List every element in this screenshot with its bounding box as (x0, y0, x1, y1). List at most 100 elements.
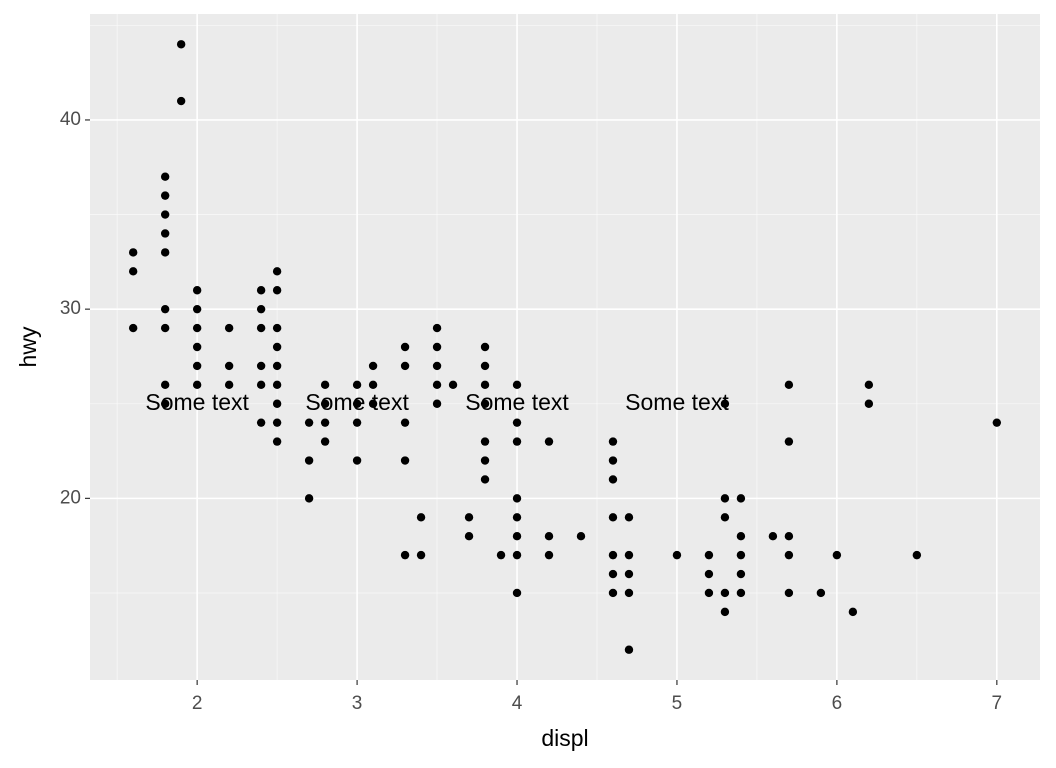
point (352, 418, 362, 427)
point (784, 380, 794, 390)
y-tick-label: 30 (60, 298, 81, 319)
point (160, 380, 170, 390)
point (256, 418, 266, 427)
point (128, 267, 138, 276)
point (432, 361, 442, 371)
y-tick-label: 20 (60, 487, 81, 508)
point (480, 380, 490, 390)
point (160, 191, 170, 200)
point (272, 399, 282, 408)
point (128, 248, 138, 257)
point (480, 399, 490, 408)
point (272, 323, 282, 333)
point (736, 569, 746, 579)
point (432, 380, 442, 390)
point (608, 550, 618, 560)
point (512, 418, 522, 427)
point (432, 323, 442, 333)
point (624, 645, 634, 654)
point (784, 588, 794, 598)
point (992, 418, 1002, 427)
point (608, 513, 618, 522)
point (608, 437, 618, 446)
x-tick-label: 3 (352, 693, 363, 714)
point (512, 494, 522, 503)
point (400, 550, 410, 560)
point (496, 550, 506, 560)
point (192, 342, 202, 352)
point (448, 380, 458, 390)
point (320, 418, 330, 427)
point (352, 399, 362, 408)
annotation: Some text (145, 389, 249, 415)
x-tick-label: 6 (832, 693, 843, 714)
point (784, 437, 794, 446)
point (512, 550, 522, 560)
x-tick-label: 2 (192, 693, 203, 714)
point (608, 475, 618, 484)
point (416, 550, 426, 560)
point (672, 550, 682, 560)
point (864, 380, 874, 390)
point (304, 494, 314, 503)
point (720, 494, 730, 503)
point (608, 569, 618, 579)
annotation: Some text (305, 389, 409, 415)
point (784, 532, 794, 541)
point (256, 361, 266, 371)
point (704, 550, 714, 560)
point (192, 380, 202, 390)
annotation: Some text (465, 389, 569, 415)
point (576, 532, 586, 541)
x-tick-label: 7 (992, 693, 1003, 714)
point (368, 361, 378, 371)
point (912, 550, 922, 560)
point (544, 550, 554, 560)
point (128, 323, 138, 333)
point (352, 456, 362, 465)
point (256, 286, 266, 295)
point (416, 513, 426, 522)
point (480, 456, 490, 465)
point (272, 286, 282, 295)
y-axis-title: hwy (15, 326, 41, 367)
point (544, 437, 554, 446)
point (624, 588, 634, 598)
point (704, 588, 714, 598)
point (464, 532, 474, 541)
point (736, 550, 746, 560)
x-tick-label: 5 (672, 693, 683, 714)
point (480, 475, 490, 484)
point (272, 437, 282, 446)
point (160, 304, 170, 314)
point (480, 342, 490, 352)
point (224, 323, 234, 333)
point (624, 550, 634, 560)
point (736, 494, 746, 503)
point (224, 380, 234, 390)
point (272, 267, 282, 276)
point (192, 361, 202, 371)
point (272, 361, 282, 371)
point (768, 532, 778, 541)
point (432, 342, 442, 352)
point (176, 96, 186, 106)
point (368, 380, 378, 390)
point (320, 437, 330, 446)
point (736, 532, 746, 541)
point (512, 513, 522, 522)
point (320, 380, 330, 390)
point (736, 588, 746, 598)
point (272, 342, 282, 352)
point (512, 380, 522, 390)
point (512, 437, 522, 446)
point (400, 456, 410, 465)
point (720, 588, 730, 598)
point (192, 304, 202, 314)
point (160, 248, 170, 257)
point (160, 229, 170, 238)
point (816, 588, 826, 598)
point (704, 569, 714, 579)
point (256, 380, 266, 390)
x-axis-title: displ (541, 725, 588, 751)
